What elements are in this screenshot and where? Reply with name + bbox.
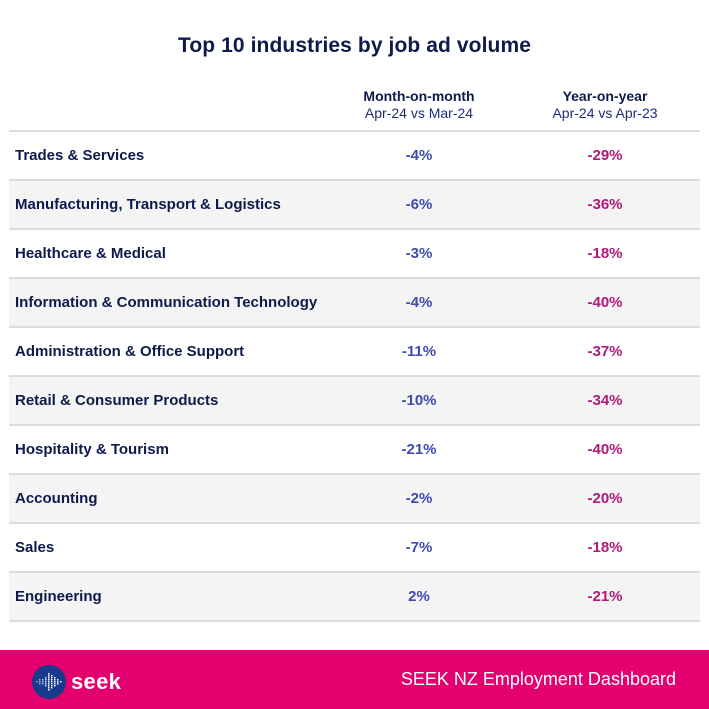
mom-value: -4% (405, 147, 433, 164)
column-header-year-on-year: Year-on-year Apr-24 vs Apr-23 (525, 88, 685, 122)
mom-value: -2% (405, 490, 433, 507)
mom-value: 2% (408, 588, 430, 605)
mom-value: -6% (405, 196, 433, 213)
mom-value: -21% (401, 441, 437, 458)
industry-name: Retail & Consumer Products (15, 392, 219, 409)
industry-name: Manufacturing, Transport & Logistics (15, 196, 281, 213)
industry-name: Sales (15, 539, 55, 556)
table-row: Trades & Services -4% -29% (9, 132, 700, 181)
mom-value: -10% (401, 392, 437, 409)
column-subheading: Apr-24 vs Mar-24 (364, 105, 474, 121)
yoy-value: -40% (587, 441, 623, 458)
column-header-month-on-month: Month-on-month Apr-24 vs Mar-24 (339, 88, 499, 122)
yoy-value: -29% (587, 147, 623, 164)
table-row: Engineering 2% -21% (9, 573, 700, 622)
table-row: Accounting -2% -20% (9, 475, 700, 524)
industries-table: Trades & Services -4% -29% Manufacturing… (9, 130, 700, 622)
table-row: Sales -7% -18% (9, 524, 700, 573)
yoy-value: -18% (587, 245, 623, 262)
table-row: Manufacturing, Transport & Logistics -6%… (9, 181, 700, 230)
yoy-value: -20% (587, 490, 623, 507)
table-row: Healthcare & Medical -3% -18% (9, 230, 700, 279)
industry-name: Administration & Office Support (15, 343, 245, 360)
mom-value: -4% (405, 294, 433, 311)
column-subheading: Apr-24 vs Apr-23 (552, 105, 658, 121)
table-row: Administration & Office Support -11% -37… (9, 328, 700, 377)
table-row: Retail & Consumer Products -10% -34% (9, 377, 700, 426)
yoy-value: -37% (587, 343, 623, 360)
seek-arrow-logo-icon (32, 665, 66, 699)
industry-name: Healthcare & Medical (15, 245, 166, 262)
yoy-value: -18% (587, 539, 623, 556)
mom-value: -11% (401, 343, 437, 360)
seek-logo: seek (32, 665, 121, 699)
logo-text: seek (71, 669, 122, 694)
mom-value: -3% (405, 245, 433, 262)
yoy-value: -40% (587, 294, 623, 311)
yoy-value: -36% (587, 196, 623, 213)
industry-name: Engineering (15, 588, 102, 605)
yoy-value: -21% (587, 588, 623, 605)
page-title: Top 10 industries by job ad volume (177, 34, 532, 57)
column-heading: Year-on-year (562, 88, 648, 104)
table-row: Information & Communication Technology -… (9, 279, 700, 328)
column-heading: Month-on-month (363, 88, 475, 104)
industry-name: Trades & Services (15, 147, 145, 164)
industry-name: Accounting (15, 490, 98, 507)
footer-banner: seek SEEK NZ Employment Dashboard (0, 650, 709, 709)
industry-name: Information & Communication Technology (15, 294, 318, 311)
yoy-value: -34% (587, 392, 623, 409)
industry-name: Hospitality & Tourism (15, 441, 169, 458)
table-row: Hospitality & Tourism -21% -40% (9, 426, 700, 475)
mom-value: -7% (405, 539, 433, 556)
footer-caption: SEEK NZ Employment Dashboard (400, 669, 676, 689)
